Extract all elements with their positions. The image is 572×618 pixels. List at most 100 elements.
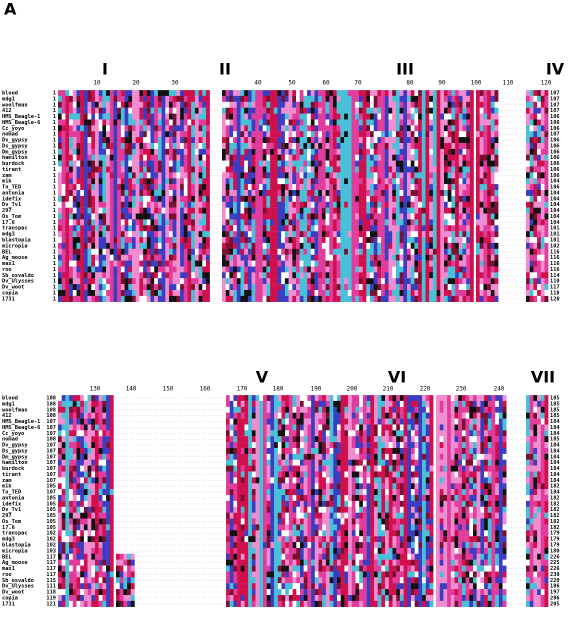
residue-cell <box>158 102 162 108</box>
residue-cell <box>444 249 448 255</box>
residue-cell <box>106 143 110 149</box>
alignment-block <box>58 90 548 302</box>
residue-cell <box>411 243 415 249</box>
residue-cell <box>154 96 158 102</box>
residue-cell <box>69 595 73 601</box>
residue-cell <box>422 255 426 261</box>
residue-cell <box>278 237 282 243</box>
residue-cell <box>125 184 129 190</box>
residue-cell <box>429 184 433 190</box>
residue-cell <box>459 290 463 296</box>
residue-cell <box>418 155 422 161</box>
residue-cell <box>322 167 326 173</box>
residue-cell <box>121 196 125 202</box>
residue-cell <box>278 267 282 273</box>
residue-cell <box>422 267 426 273</box>
residue-cell <box>480 267 484 273</box>
residue-cell <box>292 261 296 267</box>
residue-cell <box>99 489 103 495</box>
residue-cell <box>206 114 210 120</box>
residue-cell <box>476 208 480 214</box>
residue-cell <box>329 284 333 290</box>
residue-cell <box>95 208 99 214</box>
residue-cell <box>125 261 129 267</box>
residue-cell <box>355 120 359 126</box>
residue-cell <box>206 267 210 273</box>
residue-cell <box>99 155 103 161</box>
residue-cell <box>389 155 393 161</box>
residue-cell <box>132 196 136 202</box>
residue-cell <box>329 231 333 237</box>
residue-cell <box>128 143 132 149</box>
residue-cell <box>329 255 333 261</box>
residue-cell <box>296 231 300 237</box>
residue-cell <box>191 249 195 255</box>
residue-cell <box>226 161 230 167</box>
residue-cell <box>169 96 173 102</box>
residue-cell <box>237 208 241 214</box>
residue-cell <box>429 296 433 302</box>
residue-cell <box>233 284 237 290</box>
residue-cell <box>337 161 341 167</box>
residue-cell <box>289 155 293 161</box>
residue-cell <box>191 214 195 220</box>
residue-cell <box>259 202 263 208</box>
residue-cell <box>333 214 337 220</box>
residue-cell <box>143 125 147 131</box>
residue-cell <box>202 284 206 290</box>
residue-cell <box>307 143 311 149</box>
residue-cell <box>173 296 177 302</box>
residue-cell <box>202 155 206 161</box>
residue-cell <box>206 272 210 278</box>
residue-cell <box>541 272 545 278</box>
residue-cell <box>455 190 459 196</box>
residue-cell <box>95 155 99 161</box>
residue-cell <box>128 190 132 196</box>
residue-cell <box>128 272 132 278</box>
residue-cell <box>429 261 433 267</box>
residue-cell <box>206 131 210 137</box>
residue-cell <box>151 149 155 155</box>
residue-cell <box>352 108 356 114</box>
residue-cell <box>366 167 370 173</box>
residue-cell <box>266 155 270 161</box>
residue-cell <box>359 290 363 296</box>
residue-cell <box>136 249 140 255</box>
residue-cell <box>495 149 499 155</box>
residue-cell <box>62 495 66 501</box>
residue-cell <box>222 267 226 273</box>
residue-cell <box>191 96 195 102</box>
residue-cell <box>337 237 341 243</box>
residue-cell <box>259 108 263 114</box>
residue-cell <box>84 272 88 278</box>
residue-cell <box>136 161 140 167</box>
residue-cell <box>381 290 385 296</box>
ruler-number: 130 <box>90 386 101 393</box>
residue-cell <box>147 149 151 155</box>
residue-cell <box>191 290 195 296</box>
residue-cell <box>188 202 192 208</box>
residue-cell <box>88 261 92 267</box>
residue-cell <box>491 184 495 190</box>
residue-cell <box>252 261 256 267</box>
residue-cell <box>222 278 226 284</box>
residue-cell <box>480 208 484 214</box>
residue-cell <box>392 96 396 102</box>
residue-cell <box>73 519 77 525</box>
residue-cell <box>184 219 188 225</box>
residue-cell <box>162 196 166 202</box>
residue-cell <box>292 184 296 190</box>
residue-cell <box>381 296 385 302</box>
residue-cell <box>69 284 73 290</box>
residue-cell <box>418 208 422 214</box>
residue-cell <box>62 137 66 143</box>
residue-cell <box>311 167 315 173</box>
residue-cell <box>259 96 263 102</box>
residue-cell <box>533 190 537 196</box>
residue-cell <box>337 102 341 108</box>
residue-cell <box>62 536 66 542</box>
residue-cell <box>281 167 285 173</box>
residue-cell <box>285 125 289 131</box>
residue-cell <box>426 243 430 249</box>
residue-cell <box>80 255 84 261</box>
